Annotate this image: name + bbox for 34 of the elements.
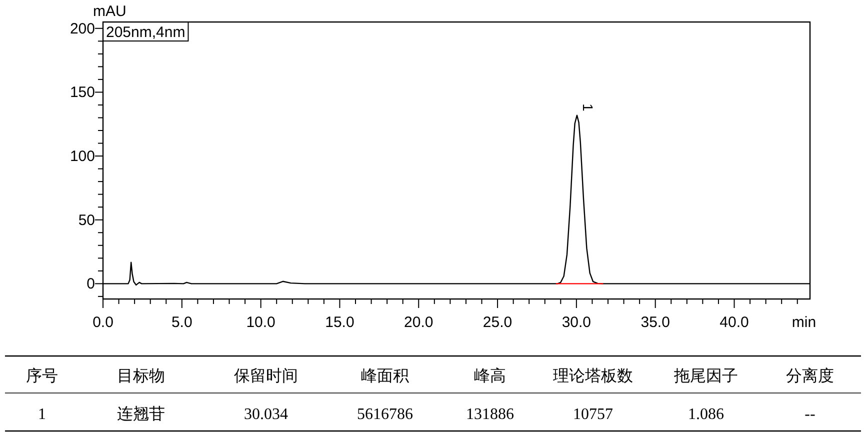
- text: 131886: [466, 406, 514, 423]
- annotation: 1: [580, 104, 596, 112]
- x-axis-title: min: [792, 314, 816, 331]
- x-tick-label: 20.0: [404, 314, 434, 331]
- text: 1.086: [688, 406, 724, 423]
- y-tick-label: 150: [70, 84, 95, 102]
- x-tick-label: 5.0: [171, 314, 192, 331]
- x-tick-label: 35.0: [640, 314, 670, 331]
- text: 1: [38, 406, 46, 423]
- category-label: 拖尾因子: [673, 368, 738, 385]
- text: --: [804, 406, 816, 423]
- y-tick-label: 50: [78, 212, 95, 229]
- x-tick-label: 0.0: [92, 314, 114, 331]
- y-tick-label: 0: [86, 276, 95, 293]
- x-tick-label: 15.0: [325, 314, 354, 331]
- x-tick-label: 10.0: [246, 314, 276, 331]
- category-label: 峰高: [474, 367, 506, 385]
- category-label: 保留时间: [234, 367, 298, 385]
- text: 10757: [573, 406, 613, 423]
- x-tick-label: 40.0: [720, 314, 749, 331]
- annotation: 205nm,4nm: [106, 24, 186, 41]
- category-label: 理论塔板数: [553, 367, 633, 385]
- category-label: 序号: [26, 367, 58, 385]
- category-label: 分离度: [786, 367, 834, 385]
- x-tick-label: 25.0: [482, 314, 512, 331]
- category-label: 目标物: [117, 368, 165, 385]
- text: 30.034: [244, 406, 288, 423]
- y-tick-label: 200: [70, 20, 95, 38]
- y-tick-label: 100: [70, 148, 95, 166]
- category-label: 峰面积: [361, 368, 409, 385]
- y-axis-title: mAU: [93, 3, 126, 20]
- text: 连翘苷: [117, 406, 165, 423]
- text: 5616786: [357, 406, 413, 423]
- x-tick-label: 30.0: [562, 314, 592, 331]
